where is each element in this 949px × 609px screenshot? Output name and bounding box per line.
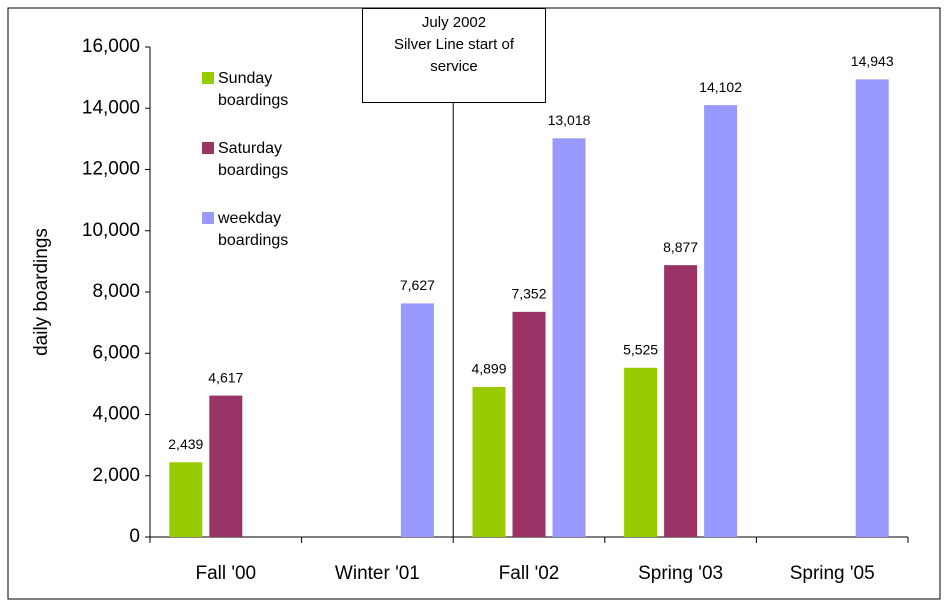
legend-label: weekday boardings (218, 210, 289, 249)
x-tick-label: Fall '00 (195, 563, 256, 584)
annotation-text: Silver Line start of (393, 36, 515, 53)
value-label: 8,877 (663, 239, 698, 255)
legend-swatch (202, 142, 214, 154)
y-tick-label: 14,000 (82, 97, 140, 118)
bar (472, 386, 506, 537)
bar (624, 367, 658, 537)
x-tick-label: Spring '03 (638, 563, 723, 584)
value-label: 14,102 (699, 79, 742, 95)
value-label: 13,018 (548, 112, 591, 128)
value-label: 4,899 (471, 361, 506, 377)
value-label: 7,627 (400, 277, 435, 293)
value-label: 2,439 (168, 436, 203, 452)
legend-swatch (202, 212, 214, 224)
y-tick-label: 2,000 (92, 465, 140, 486)
y-tick-label: 16,000 (82, 36, 140, 57)
y-tick-label: 10,000 (82, 220, 140, 241)
legend-swatch (202, 72, 214, 84)
legend-label: Saturday boardings (218, 140, 289, 179)
y-tick-label: 6,000 (92, 342, 140, 363)
y-tick-label: 12,000 (82, 159, 140, 180)
bar (664, 265, 698, 537)
bar (209, 395, 243, 537)
y-tick-label: 8,000 (92, 281, 140, 302)
y-axis-label: daily boardings (31, 228, 52, 356)
annotation-box: July 2002 Silver Line start of service (362, 8, 546, 103)
x-tick-label: Spring '05 (790, 563, 875, 584)
bar (512, 311, 546, 537)
bar (552, 138, 586, 538)
value-label: 14,943 (851, 53, 894, 69)
bar (400, 303, 434, 537)
value-label: 4,617 (208, 369, 243, 385)
bar (169, 462, 203, 537)
annotation-text: July 2002 (421, 14, 487, 31)
y-tick-label: 0 (129, 526, 140, 547)
bar (855, 79, 889, 537)
x-tick-label: Winter '01 (335, 563, 420, 584)
annotation-text: service (430, 58, 478, 75)
legend-label: Sunday boardings (218, 70, 289, 109)
x-tick-label: Fall '02 (499, 563, 560, 584)
y-tick-label: 4,000 (92, 404, 140, 425)
value-label: 5,525 (623, 342, 658, 358)
value-label: 7,352 (511, 286, 546, 302)
bar (704, 105, 738, 537)
